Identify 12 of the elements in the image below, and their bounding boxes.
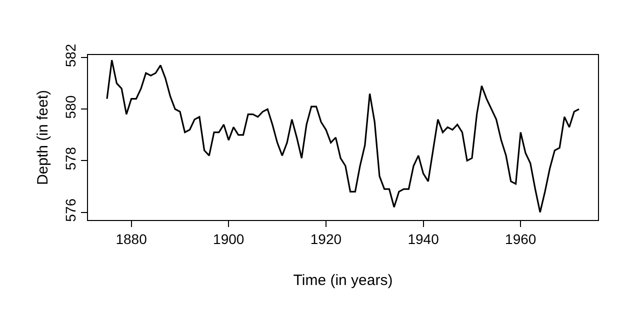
y-tick-label: 576 — [62, 198, 78, 222]
x-axis-title: Time (in years) — [293, 272, 393, 289]
x-tick-label: 1900 — [213, 230, 244, 247]
y-tick-label: 580 — [62, 95, 78, 119]
x-tick-label: 1880 — [116, 230, 148, 247]
y-tick-label: 582 — [62, 44, 78, 68]
y-axis-title: Depth (in feet) — [34, 90, 52, 186]
x-tick-label: 1960 — [505, 230, 536, 247]
x-tick-label: 1920 — [310, 230, 342, 247]
line-series — [106, 59, 580, 214]
y-tick-label: 578 — [62, 146, 78, 170]
x-tick-label: 1940 — [408, 230, 440, 247]
